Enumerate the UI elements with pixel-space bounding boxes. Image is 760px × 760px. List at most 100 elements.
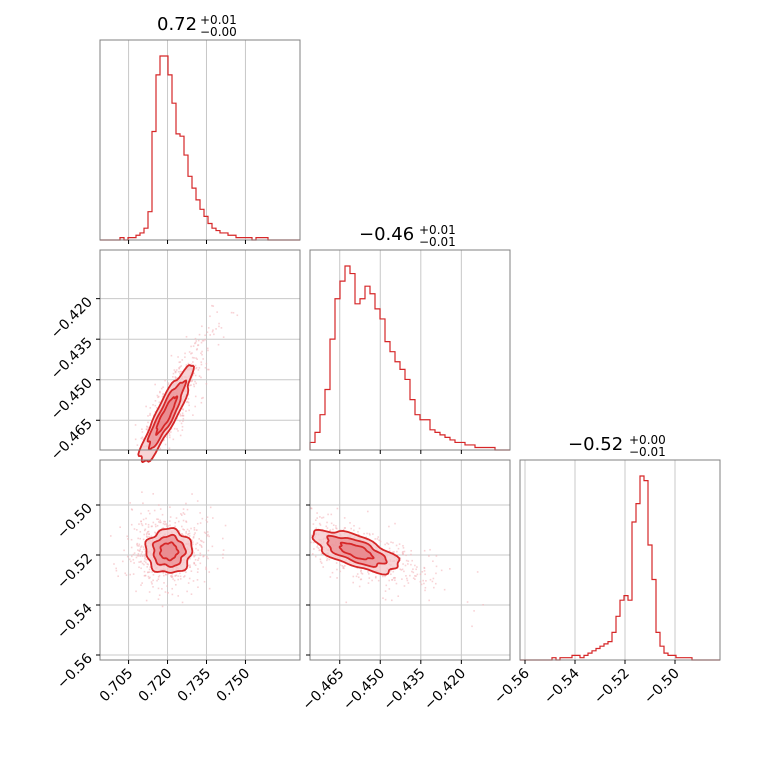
sample-point <box>409 574 411 577</box>
sample-point <box>182 534 184 537</box>
sample-point <box>201 517 204 520</box>
sample-point <box>109 535 112 537</box>
y-tick-label-2-2: −0.450 <box>48 375 96 423</box>
sample-point <box>206 531 209 533</box>
sample-point <box>164 520 167 523</box>
sample-point <box>201 540 203 543</box>
sample-point <box>154 400 157 402</box>
sample-point <box>388 547 391 550</box>
sample-point <box>367 573 370 575</box>
sample-point <box>147 415 149 417</box>
sample-point <box>190 570 193 572</box>
sample-point <box>147 530 150 533</box>
sample-point <box>316 512 318 514</box>
sample-point <box>189 384 191 387</box>
contour-level-3 <box>159 541 180 562</box>
sample-point <box>449 568 451 570</box>
sample-point <box>371 579 373 582</box>
sample-point <box>166 591 169 594</box>
sample-point <box>138 550 141 552</box>
sample-point <box>199 554 202 557</box>
histogram-panel-1 <box>99 39 301 244</box>
sample-point <box>132 573 135 575</box>
sample-point <box>159 508 162 510</box>
sample-point <box>207 533 209 536</box>
sample-point <box>172 372 175 375</box>
sample-point <box>127 538 129 540</box>
sample-point <box>405 559 408 562</box>
sample-point <box>388 570 391 573</box>
sample-point <box>329 530 331 532</box>
sample-point <box>194 532 196 534</box>
sample-point <box>435 565 438 568</box>
sample-point <box>140 522 143 525</box>
sample-point <box>181 359 184 361</box>
sample-point <box>187 401 190 404</box>
sample-point <box>147 523 150 526</box>
sample-point <box>183 575 186 577</box>
sample-point <box>154 383 156 386</box>
sample-point <box>206 521 209 523</box>
sample-point <box>148 571 151 573</box>
sample-point <box>130 538 133 541</box>
sample-point <box>147 530 149 533</box>
sample-point <box>356 573 359 575</box>
sample-point <box>353 529 355 532</box>
sample-point <box>222 557 224 559</box>
sample-point <box>320 553 323 555</box>
sample-point <box>163 574 165 577</box>
sample-point <box>352 575 355 578</box>
sample-point <box>414 564 416 567</box>
sample-point <box>181 408 184 410</box>
sample-point <box>145 533 148 536</box>
sample-point <box>402 553 404 555</box>
sample-point <box>415 568 417 571</box>
sample-point <box>326 557 329 560</box>
sample-point <box>147 510 150 512</box>
sample-point <box>407 582 410 584</box>
sample-point <box>123 549 125 552</box>
sample-point <box>363 532 365 535</box>
sample-point <box>205 362 208 365</box>
sample-point <box>181 533 183 535</box>
sample-point <box>388 550 391 553</box>
sample-point <box>157 518 160 521</box>
sample-point <box>232 311 235 314</box>
sample-point <box>200 352 202 355</box>
sample-point <box>155 407 158 409</box>
sample-point <box>429 548 431 551</box>
sample-point <box>407 560 410 562</box>
sample-point <box>156 518 158 520</box>
sample-point <box>196 500 199 502</box>
sample-point <box>312 523 315 525</box>
sample-point <box>179 366 181 368</box>
sample-point <box>182 420 184 422</box>
sample-point <box>145 517 147 520</box>
sample-point <box>158 401 161 404</box>
sample-point <box>143 553 146 556</box>
sample-point <box>144 523 147 525</box>
sample-point <box>216 567 219 570</box>
sample-point <box>162 522 165 525</box>
sample-point <box>206 347 209 350</box>
sample-point <box>403 550 406 553</box>
sample-point <box>154 531 156 534</box>
sample-point <box>142 518 145 521</box>
sample-point <box>343 527 346 529</box>
sample-point <box>419 573 422 576</box>
sample-point <box>332 524 335 527</box>
panel-frame-2-0 <box>99 459 301 661</box>
sample-point <box>133 552 136 554</box>
sample-point <box>175 517 178 519</box>
sample-point <box>126 555 129 558</box>
sample-point <box>329 576 332 578</box>
sample-point <box>191 379 194 382</box>
sample-point <box>192 541 194 543</box>
sample-point <box>222 553 224 556</box>
sample-point <box>130 546 133 549</box>
sample-point <box>157 587 160 590</box>
sample-point <box>435 572 437 575</box>
sample-point <box>170 428 173 430</box>
sample-point <box>167 573 169 575</box>
sample-point <box>174 525 176 528</box>
